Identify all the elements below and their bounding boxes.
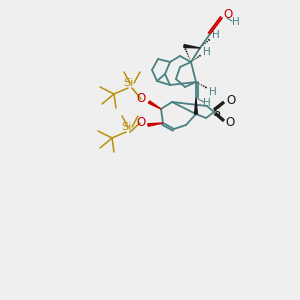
Text: Si: Si (121, 122, 131, 132)
Text: O: O (136, 92, 146, 104)
Polygon shape (195, 98, 197, 114)
Text: O: O (225, 116, 235, 130)
Text: Si: Si (123, 78, 133, 88)
Text: O: O (224, 8, 232, 20)
Text: H: H (203, 47, 211, 57)
Text: H: H (209, 87, 217, 97)
Polygon shape (184, 45, 200, 48)
Text: H: H (203, 98, 211, 108)
Text: O: O (136, 116, 146, 128)
Text: S: S (212, 106, 220, 118)
Text: H: H (232, 17, 240, 27)
Polygon shape (148, 101, 161, 109)
Polygon shape (148, 123, 163, 126)
Text: O: O (226, 94, 236, 107)
Text: H: H (212, 30, 220, 40)
